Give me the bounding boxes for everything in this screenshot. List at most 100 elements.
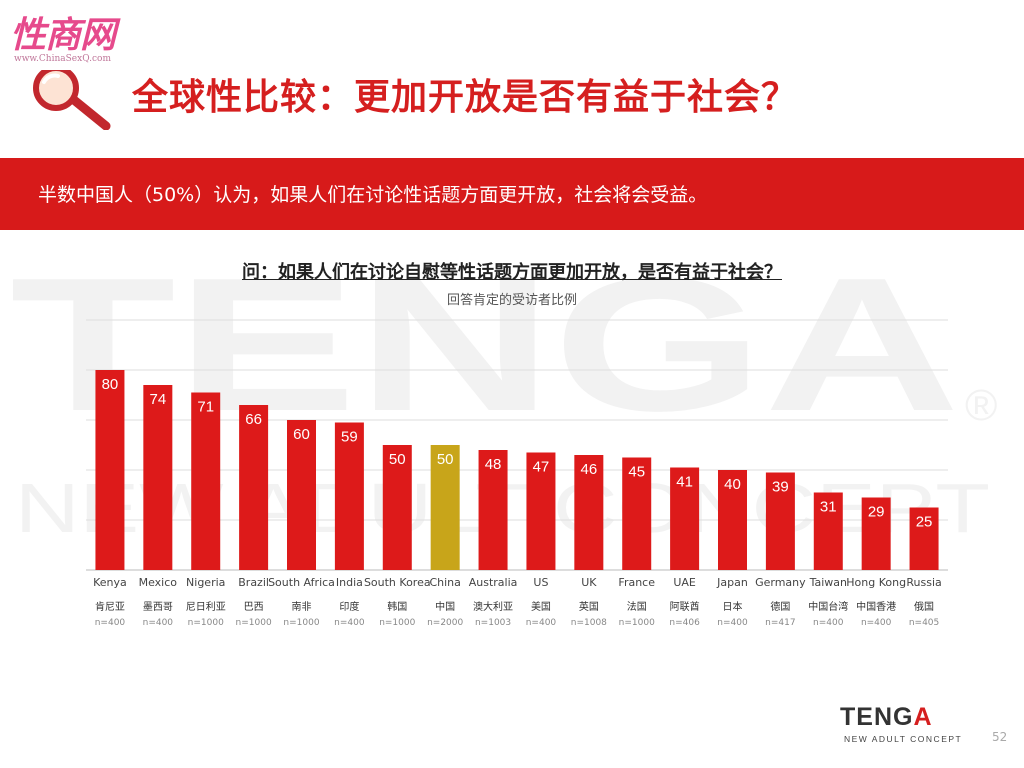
page-number: 52: [992, 730, 1008, 744]
x-tick-label-cn: 澳大利亚: [473, 600, 513, 613]
x-tick-label: UK: [581, 576, 597, 589]
bar-value-label: 48: [485, 456, 502, 473]
bar: [622, 457, 652, 570]
x-tick-label: Hong Kong: [846, 576, 906, 589]
bar-value-label: 46: [580, 461, 597, 478]
x-tick-label: UAE: [673, 576, 696, 589]
x-tick-label: South Korea: [364, 576, 431, 589]
x-tick-label-cn: 中国香港: [856, 600, 896, 613]
bar: [334, 422, 364, 570]
sample-size-label: n=2000: [427, 618, 463, 628]
x-tick-label: Brazil: [238, 576, 269, 589]
chart-subtitle: 回答肯定的受访者比例: [446, 293, 577, 308]
x-tick-label: France: [618, 576, 655, 589]
sample-size-label: n=1000: [283, 618, 319, 628]
x-tick-label-cn: 法国: [627, 600, 647, 613]
bar-value-label: 47: [533, 459, 550, 476]
x-tick-label-cn: 墨西哥: [143, 601, 173, 613]
sample-size-label: n=1003: [475, 618, 511, 628]
x-tick-label: India: [336, 576, 363, 589]
tenga-logo-main: TENG: [840, 703, 914, 731]
bar-value-label: 50: [437, 451, 454, 468]
x-tick-label-cn: 俄国: [914, 601, 934, 613]
bar-value-label: 66: [245, 411, 262, 428]
bar-value-label: 40: [724, 476, 741, 493]
x-tick-label: Mexico: [139, 576, 178, 589]
bar-value-label: 60: [293, 426, 310, 443]
sample-size-label: n=400: [526, 618, 557, 628]
bar: [813, 492, 843, 570]
tenga-logo-accent: A: [913, 703, 933, 731]
bar: [526, 452, 556, 570]
x-tick-label-cn: 美国: [531, 600, 551, 613]
x-tick-label-cn: 阿联酋: [670, 600, 700, 613]
bar-value-label: 59: [341, 429, 358, 446]
bar: [478, 450, 508, 570]
tenga-tagline: NEW ADULT CONCEPT: [844, 734, 963, 744]
x-tick-label-cn: 尼日利亚: [186, 601, 226, 613]
x-tick-label-cn: 巴西: [244, 601, 264, 613]
chart-title: 问：如果人们在讨论自慰等性话题方面更加开放，是否有益于社会？: [0, 258, 1024, 284]
bar: [143, 385, 173, 570]
sample-size-label: n=400: [95, 618, 126, 628]
bar: [239, 405, 269, 570]
bar-value-label: 80: [102, 376, 119, 393]
sample-size-label: n=1000: [188, 618, 224, 628]
summary-banner: 半数中国人（50%）认为，如果人们在讨论性话题方面更开放，社会将会受益。: [0, 158, 1024, 230]
x-tick-label: South Africa: [268, 576, 335, 589]
sample-size-label: n=1000: [619, 618, 655, 628]
x-tick-label: Russia: [906, 576, 941, 589]
sample-size-label: n=405: [909, 618, 939, 628]
sample-size-label: n=1000: [379, 618, 415, 628]
x-tick-label-cn: 中国台湾: [808, 600, 848, 613]
sample-size-label: n=417: [765, 618, 795, 628]
bar-value-label: 31: [820, 499, 837, 516]
bar-value-label: 29: [868, 504, 885, 521]
x-tick-label: US: [533, 576, 548, 589]
sample-size-label: n=1000: [236, 618, 272, 628]
x-tick-label-cn: 南非: [292, 600, 312, 613]
x-tick-label-cn: 英国: [579, 600, 599, 613]
bar: [574, 455, 604, 570]
x-tick-label: Japan: [716, 576, 748, 589]
x-tick-label: Germany: [755, 576, 806, 589]
bar-value-label: 41: [676, 474, 693, 491]
bar-value-label: 39: [772, 479, 789, 496]
sample-size-label: n=400: [813, 618, 844, 628]
bar: [287, 420, 316, 570]
bar-value-label: 74: [149, 391, 166, 408]
bar: [382, 445, 412, 570]
sample-size-label: n=400: [143, 618, 174, 628]
bar: [430, 445, 460, 570]
bar: [191, 392, 221, 570]
bar: [861, 497, 891, 570]
x-tick-label-cn: 日本: [723, 600, 743, 613]
bar-value-label: 45: [628, 464, 645, 481]
site-watermark-logo: 性商网: [10, 15, 116, 56]
bar-value-label: 71: [197, 399, 214, 416]
x-tick-label-cn: 德国: [770, 600, 790, 613]
x-tick-label: Australia: [469, 576, 518, 589]
bar-value-label: 25: [916, 514, 933, 531]
x-tick-label-cn: 中国: [435, 600, 455, 613]
tenga-logo: TENGA: [840, 703, 933, 732]
sample-size-label: n=400: [861, 618, 892, 628]
sample-size-label: n=400: [717, 618, 748, 628]
x-tick-label-cn: 韩国: [387, 600, 407, 613]
x-tick-label: Nigeria: [186, 576, 225, 589]
site-watermark-url: www.ChinaSexQ.com: [14, 54, 111, 64]
x-tick-label-cn: 印度: [339, 600, 359, 613]
bar: [670, 467, 700, 570]
magnifier-icon: [33, 70, 111, 130]
bar: [765, 472, 795, 570]
summary-banner-text: 半数中国人（50%）认为，如果人们在讨论性话题方面更开放，社会将会受益。: [38, 184, 708, 206]
sample-size-label: n=406: [669, 618, 700, 628]
x-tick-label: China: [429, 576, 460, 589]
bar: [909, 507, 939, 570]
x-tick-label-cn: 肯尼亚: [95, 600, 125, 613]
sample-size-label: n=400: [334, 618, 365, 628]
tenga-watermark-mark: ®: [965, 381, 997, 430]
page-title: 全球性比较：更加开放是否有益于社会？: [132, 77, 799, 118]
chart-title-text: 问：如果人们在讨论自慰等性话题方面更加开放，是否有益于社会？: [242, 262, 782, 283]
